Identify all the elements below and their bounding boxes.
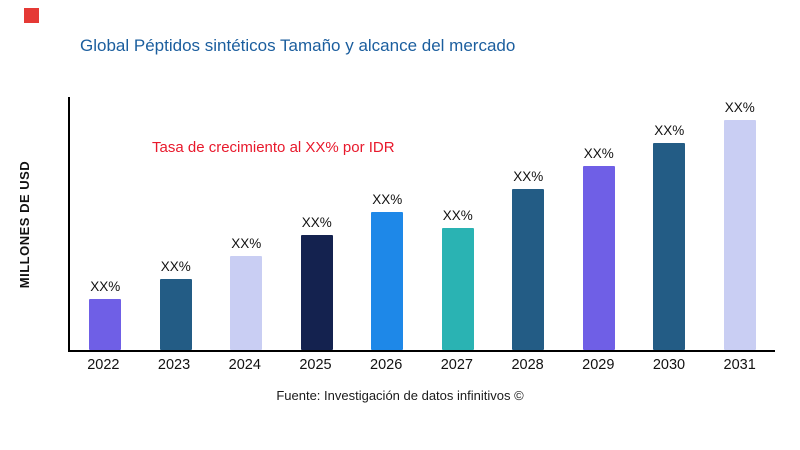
bar-value-label-2023: XX%: [160, 258, 191, 274]
x-tick-label-2025: 2025: [299, 357, 332, 373]
bar-slot-2028: XX%: [493, 97, 564, 350]
bar-slot-2027: XX%: [423, 97, 494, 350]
bars: XX% XX% XX% XX% XX% XX% XX% XX% XX% XX%: [68, 97, 775, 352]
bar-slot-2024: XX%: [211, 97, 282, 350]
bar-value-label-2022: XX%: [90, 279, 121, 295]
bar-2029: [582, 166, 615, 350]
y-axis-label-text: MILLONES DE USD: [17, 160, 33, 289]
bar-value-label-2024: XX%: [231, 235, 262, 251]
bar-slot-2025: XX%: [282, 97, 353, 350]
bar-value-label-2027: XX%: [442, 208, 473, 224]
bar-value-label-2029: XX%: [583, 146, 614, 161]
bar-2024: [230, 255, 263, 350]
bar-2028: [512, 189, 545, 350]
bar-2026: [371, 212, 404, 350]
x-tick-label-2028: 2028: [511, 357, 544, 373]
bar-slot-2030: XX%: [634, 97, 705, 350]
x-tick-label-2022: 2022: [87, 357, 120, 373]
x-tick-label-2029: 2029: [582, 357, 615, 373]
bar-slot-2022: XX%: [70, 97, 141, 350]
bar-slot-2026: XX%: [352, 97, 423, 350]
x-tick-label-2030: 2030: [652, 357, 686, 373]
bar-slot-2029: XX%: [564, 97, 635, 350]
x-tick-label-2027: 2027: [440, 357, 473, 373]
bar-value-label-2025: XX%: [301, 215, 332, 230]
plot-area: XX% XX% XX% XX% XX% XX% XX% XX% XX% XX% Tasa de c…: [68, 97, 775, 352]
growth-rate-annotation: Tasa de crecimiento al XX% por IDR: [152, 139, 395, 156]
bar-value-label-2028: XX%: [513, 169, 544, 184]
bar-2030: [653, 143, 686, 350]
bar-2022: [89, 299, 122, 350]
chart-title: Global Péptidos sintéticos Tamaño y alca…: [80, 36, 516, 55]
bar-2025: [300, 235, 333, 350]
bar-2023: [159, 278, 192, 350]
y-axis-label: MILLONES DE USD: [14, 97, 36, 352]
x-tick-label-2026: 2026: [370, 357, 403, 373]
red-corner-mark: [24, 8, 39, 23]
x-axis-labels: 2022 2023 2024 2025 2026 2027 2028 2029 2030 2031: [68, 357, 775, 373]
source-attribution: Fuente: Investigación de datos infinitiv…: [276, 388, 524, 403]
bar-slot-2023: XX%: [141, 97, 212, 350]
x-tick-label-2024: 2024: [228, 357, 261, 373]
bar-value-label-2030: XX%: [654, 123, 685, 138]
bar-value-label-2026: XX%: [372, 192, 403, 207]
bar-slot-2031: XX%: [705, 97, 776, 350]
bar-2027: [441, 228, 474, 350]
x-tick-label-2031: 2031: [723, 357, 756, 373]
bar-2031: [723, 120, 756, 350]
x-tick-label-2023: 2023: [157, 357, 191, 373]
bar-value-label-2031: XX%: [724, 100, 755, 115]
